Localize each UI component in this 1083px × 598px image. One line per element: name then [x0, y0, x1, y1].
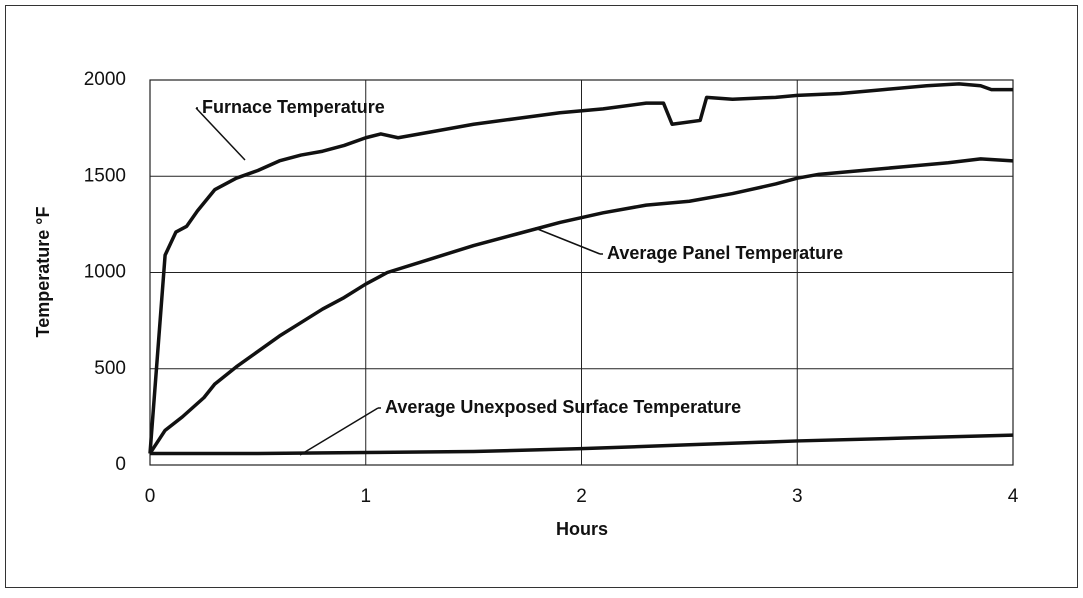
series-line: [150, 433, 1014, 456]
plot-border: [149, 79, 1014, 466]
series-line: [148, 157, 1014, 455]
x-tick-label: 4: [1008, 486, 1019, 507]
y-tick-label: 500: [94, 358, 126, 379]
series-label: Average Panel Temperature: [607, 243, 843, 263]
leader-line: [195, 107, 246, 161]
y-tick-label: 0: [115, 454, 126, 475]
series-label: Furnace Temperature: [202, 97, 385, 117]
y-tick-label: 1500: [84, 165, 126, 186]
x-tick-label: 2: [576, 486, 587, 507]
y-tick-label: 1000: [84, 262, 126, 283]
x-tick-label: 1: [360, 486, 371, 507]
leader-line: [534, 227, 601, 255]
frame: [5, 5, 1078, 588]
y-tick-label: 2000: [84, 69, 126, 90]
x-tick-label: 3: [792, 486, 803, 507]
leader-line: [299, 407, 379, 456]
x-tick-label: 0: [145, 486, 156, 507]
series-line: [148, 82, 1013, 454]
series-label: Average Unexposed Surface Temperature: [385, 397, 741, 417]
x-axis-label: Hours: [556, 519, 608, 539]
y-axis-label: Temperature °F: [33, 207, 53, 338]
